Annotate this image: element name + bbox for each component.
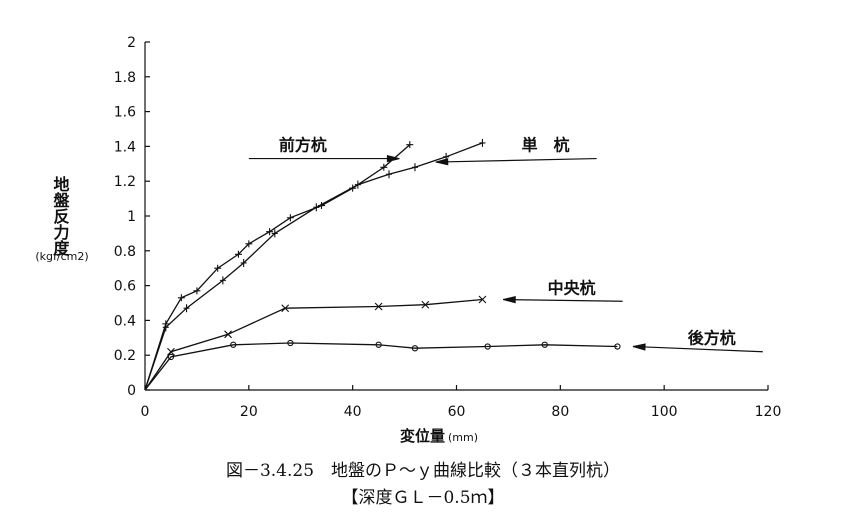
y-tick-label: 0.8 xyxy=(114,244,136,260)
data-point xyxy=(167,353,175,361)
x-tick-label: 60 xyxy=(448,404,466,420)
series-line xyxy=(144,144,411,391)
x-tick-label: 0 xyxy=(141,404,150,420)
data-point xyxy=(214,264,222,272)
series-label: 後方杭 xyxy=(688,329,736,348)
series-label: 中央杭 xyxy=(548,278,596,297)
data-point xyxy=(411,163,418,172)
y-tick-label: 1.2 xyxy=(114,174,136,190)
data-point xyxy=(219,276,226,285)
leader-line xyxy=(632,345,763,353)
x-axis-unit: (mm) xyxy=(448,431,478,444)
data-point xyxy=(193,287,201,295)
data-point xyxy=(245,240,253,248)
data-point xyxy=(281,304,290,313)
y-tick-label: 0.6 xyxy=(114,279,136,295)
leader-line xyxy=(503,298,623,302)
series-2 xyxy=(144,138,486,391)
data-point xyxy=(183,304,190,313)
data-point xyxy=(167,347,175,356)
label-4: 後方杭 xyxy=(632,329,763,353)
data-point xyxy=(354,180,361,189)
data-point xyxy=(614,343,621,350)
data-point xyxy=(287,339,294,347)
arrowhead xyxy=(503,296,516,304)
y-tick-label: 0.2 xyxy=(114,348,136,364)
y-tick-label: 1 xyxy=(127,209,136,225)
y-tick-label: 0 xyxy=(127,383,136,399)
data-point xyxy=(266,228,274,236)
ticks: 00.20.40.60.811.21.41.61.820 20 40 60 80 100 1… xyxy=(114,35,782,420)
chart-title: 図－3.4.25 地盤のＰ～ｙ曲線比較（３本直列杭） xyxy=(226,461,620,481)
y-tick-label: 1.8 xyxy=(114,70,136,86)
data-point xyxy=(230,341,237,348)
series-line xyxy=(144,298,483,391)
arrowhead xyxy=(632,343,646,351)
x-tick-label: 20 xyxy=(240,404,258,420)
series-line xyxy=(144,342,618,391)
x-tick-label: 100 xyxy=(651,404,678,420)
y-tick-label: 1.4 xyxy=(114,139,136,155)
data-point xyxy=(411,345,419,352)
y-tick-label: 0.4 xyxy=(114,313,136,329)
data-point xyxy=(421,300,430,309)
chart-subtitle: 【深度ＧＬ－0.5ｍ】 xyxy=(341,488,504,508)
data-point xyxy=(240,258,247,267)
y-axis-unit: (kgf/cm2) xyxy=(35,250,88,263)
data-point xyxy=(484,343,491,350)
series-layer xyxy=(144,138,621,391)
data-point xyxy=(374,302,383,311)
x-tick-label: 40 xyxy=(344,404,362,420)
series-line xyxy=(144,142,483,391)
x-tick-label: 80 xyxy=(551,404,569,420)
data-point xyxy=(386,170,393,179)
arrowhead xyxy=(386,154,400,163)
data-point xyxy=(406,141,414,149)
series-3 xyxy=(144,295,487,391)
leader-line xyxy=(435,157,597,163)
label-1: 前方杭 xyxy=(248,136,400,163)
series-label: 単 杭 xyxy=(522,136,570,155)
data-point xyxy=(177,294,185,302)
data-point xyxy=(313,203,320,212)
y-axis-title: 地盤反力度 xyxy=(51,175,70,257)
data-point xyxy=(380,163,388,171)
data-point xyxy=(479,138,486,147)
x-tick-label: 120 xyxy=(755,404,782,420)
label-2: 単 杭 xyxy=(435,136,597,166)
data-point xyxy=(162,323,169,332)
data-point xyxy=(541,341,548,348)
data-point xyxy=(224,330,232,339)
axes xyxy=(144,42,768,391)
series-4 xyxy=(144,339,621,391)
y-tick-label: 1.6 xyxy=(114,105,136,121)
data-point xyxy=(286,214,294,222)
y-tick-label: 2 xyxy=(127,35,136,51)
data-point xyxy=(271,229,278,238)
arrowhead xyxy=(435,158,449,166)
data-point xyxy=(375,341,382,348)
x-axis-title: 変位量 xyxy=(400,427,445,445)
label-3: 中央杭 xyxy=(503,278,623,304)
data-point xyxy=(478,295,487,304)
data-point xyxy=(234,250,242,258)
series-label: 前方杭 xyxy=(279,136,327,155)
series-1 xyxy=(144,141,414,391)
